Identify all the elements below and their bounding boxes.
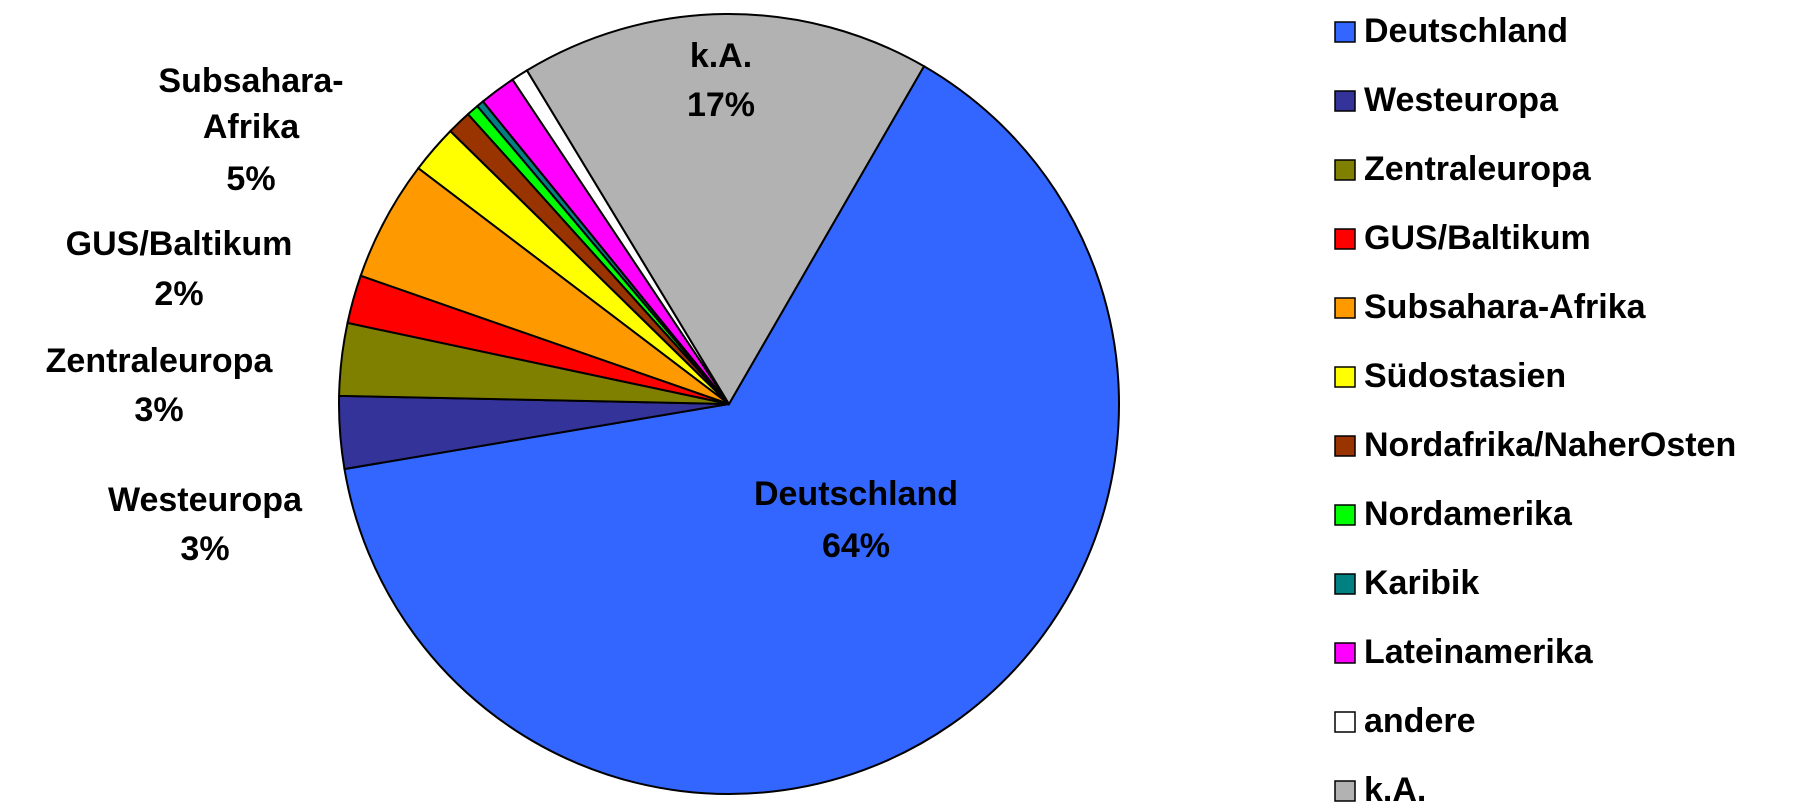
legend-swatch — [1334, 435, 1356, 457]
legend-swatch — [1334, 21, 1356, 43]
legend-swatch — [1334, 573, 1356, 595]
legend-label: Karibik — [1364, 564, 1479, 602]
slice-label-value: 3% — [134, 391, 183, 429]
legend-swatch — [1334, 159, 1356, 181]
legend-label: Zentraleuropa — [1364, 150, 1592, 188]
slice-label-value: 17% — [687, 86, 755, 124]
slice-label-name: Westeuropa — [108, 481, 303, 519]
slice-label-value: 3% — [180, 530, 229, 568]
pie-slice — [343, 64, 1121, 795]
slice-label-value: 64% — [822, 527, 890, 565]
legend-label: andere — [1364, 702, 1476, 740]
slice-label-name: Zentraleuropa — [46, 342, 274, 380]
slice-label-name: GUS/Baltikum — [66, 225, 293, 263]
legend-label: Lateinamerika — [1364, 633, 1594, 671]
legend-label: Subsahara-Afrika — [1364, 288, 1647, 326]
slice-label-part: Subsahara- — [158, 62, 343, 100]
legend-swatch — [1334, 366, 1356, 388]
legend-label: Westeuropa — [1364, 81, 1559, 119]
legend-swatch — [1334, 228, 1356, 250]
slice-label-part: Afrika — [203, 108, 300, 146]
slice-label-value: 2% — [154, 275, 203, 313]
slice-label-name: Deutschland — [754, 475, 958, 513]
slice-label-value: 5% — [226, 160, 275, 198]
legend-label: GUS/Baltikum — [1364, 219, 1591, 257]
legend-swatch — [1334, 504, 1356, 526]
legend-swatch — [1334, 90, 1356, 112]
legend-label: Nordafrika/NaherOsten — [1364, 426, 1736, 464]
legend-swatch — [1334, 780, 1356, 802]
slice-label-name: k.A. — [690, 37, 752, 75]
pie-slice — [525, 13, 926, 406]
slice-label-name: Subsahara- Afrika — [158, 62, 343, 146]
legend-label: Deutschland — [1364, 12, 1568, 50]
legend-swatch — [1334, 642, 1356, 664]
legend-label: k.A. — [1364, 771, 1426, 807]
legend-swatch — [1334, 297, 1356, 319]
legend-swatch — [1334, 711, 1356, 733]
legend-label: Nordamerika — [1364, 495, 1573, 533]
legend-label: Südostasien — [1364, 357, 1566, 395]
